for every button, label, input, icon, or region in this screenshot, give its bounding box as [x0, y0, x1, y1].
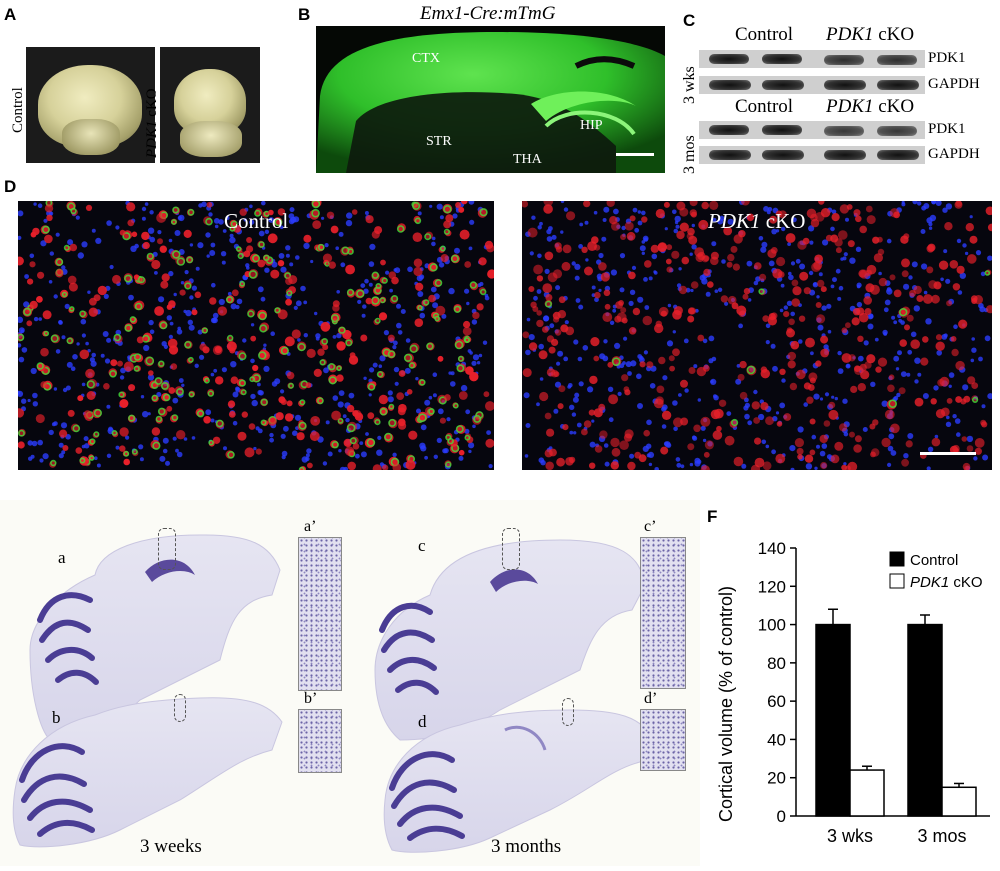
section-label-b: b [52, 708, 61, 727]
inset-label-a: a’ [304, 518, 317, 535]
bar-1-0 [849, 769, 885, 817]
bar-0-1 [907, 623, 943, 817]
y-tick-label-0: 0 [777, 807, 786, 826]
inset-image-a [298, 537, 342, 691]
mtmg-title: Emx1-Cre:mTmG [420, 3, 556, 24]
blot-header-cko-2: PDK1 cKO [826, 96, 915, 117]
region-hip: HIP [580, 118, 603, 133]
bar-0-0 [815, 623, 851, 817]
roi-box-d [562, 698, 574, 726]
y-tick-label-4: 80 [767, 654, 786, 673]
control-title-d: Control [224, 209, 289, 233]
protein-pdk1-3wks: PDK1 [928, 50, 966, 66]
age-label-3wks: 3 wks [681, 66, 698, 104]
inset-image-b [298, 709, 342, 773]
y-tick-label-1: 20 [767, 769, 786, 788]
region-tha: THA [513, 152, 542, 167]
legend-label-cko: PDK1 cKO [910, 574, 983, 591]
blot-header-control-1: Control [735, 24, 794, 45]
roi-box-c [502, 528, 520, 570]
legend-swatch-control [889, 551, 905, 567]
panel-label-a: A [4, 5, 17, 24]
inset-label-c: c’ [644, 518, 657, 535]
inset-image-c [640, 537, 686, 689]
sagittal-gfp-image: CTX STR HIP THA [316, 26, 665, 173]
chart-ylabel: Cortical volume (% of control) [716, 586, 736, 822]
control-fluorescence-image: Control [18, 201, 494, 470]
blot-header-cko-1: PDK1 cKO [826, 24, 915, 45]
panel-label-d: D [4, 177, 17, 196]
x-label-1: 3 mos [917, 826, 966, 846]
cko-title-d: PDK1 cKO [708, 209, 806, 233]
cko-label-a: PDK1 cKO [144, 88, 160, 158]
section-label-a: a [58, 548, 66, 567]
blot-pdk1-3wks [699, 50, 925, 68]
protein-pdk1-3mos: PDK1 [928, 121, 966, 137]
y-tick-label-6: 120 [758, 577, 786, 596]
y-tick-label-5: 100 [758, 616, 786, 635]
section-label-c: c [418, 536, 426, 555]
age-label-3mos: 3 mos [681, 135, 698, 174]
scale-bar-d [920, 452, 976, 455]
blot-gapdh-3wks [699, 76, 925, 94]
section-label-d: d [418, 712, 427, 731]
cko-brain-photo [160, 47, 260, 163]
roi-box-a [158, 528, 176, 570]
cortical-volume-chart: Cortical volume (% of control) 0 20 40 60 80… [716, 539, 990, 846]
bar-1-1 [941, 786, 977, 817]
panel-label-b: B [298, 5, 311, 24]
caption-3-months: 3 months [491, 836, 562, 857]
x-label-0: 3 wks [827, 826, 873, 846]
blot-header-control-2: Control [735, 96, 794, 117]
inset-label-d: d’ [644, 690, 658, 707]
inset-image-d [640, 709, 686, 771]
y-tick-label-2: 40 [767, 730, 786, 749]
roi-box-b [174, 694, 186, 722]
caption-3-weeks: 3 weeks [140, 836, 202, 857]
legend-label-control: Control [910, 552, 958, 569]
panel-label-c: C [683, 11, 696, 30]
control-label-a: Control [10, 87, 26, 133]
y-tick-label-7: 140 [758, 539, 786, 558]
scale-bar-b [616, 153, 654, 156]
y-tick-label-3: 60 [767, 692, 786, 711]
cko-fluorescence-image: PDK1 cKO [522, 201, 992, 470]
protein-gapdh-3wks: GAPDH [928, 76, 980, 92]
control-brain-photo [26, 47, 155, 163]
inset-label-b: b’ [304, 690, 318, 707]
blot-pdk1-3mos [699, 121, 925, 139]
legend-swatch-cko [889, 573, 905, 589]
region-str: STR [426, 134, 452, 149]
protein-gapdh-3mos: GAPDH [928, 146, 980, 162]
panel-label-f: F [707, 507, 718, 526]
blot-gapdh-3mos [699, 146, 925, 164]
region-ctx: CTX [412, 51, 440, 66]
nissl-sections-area [0, 500, 700, 866]
